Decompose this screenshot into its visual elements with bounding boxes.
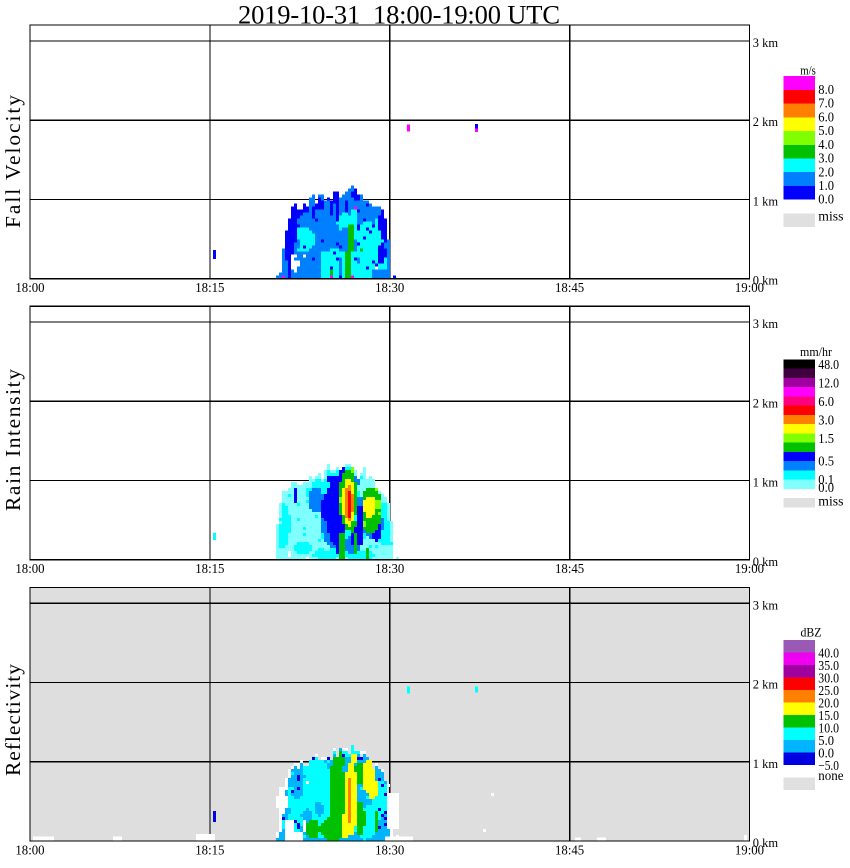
svg-text:18:45: 18:45 bbox=[555, 280, 584, 295]
svg-text:1.0: 1.0 bbox=[818, 178, 834, 193]
svg-text:1 km: 1 km bbox=[753, 756, 778, 771]
svg-text:1.5: 1.5 bbox=[818, 431, 834, 446]
svg-text:6.0: 6.0 bbox=[818, 394, 834, 409]
svg-text:3.0: 3.0 bbox=[818, 151, 834, 166]
svg-text:7.0: 7.0 bbox=[818, 96, 834, 111]
svg-text:2 km: 2 km bbox=[753, 114, 778, 129]
svg-text:12.0: 12.0 bbox=[818, 375, 839, 390]
svg-text:miss: miss bbox=[818, 209, 843, 224]
svg-text:18:00: 18:00 bbox=[15, 561, 44, 576]
svg-text:0 km: 0 km bbox=[753, 554, 778, 569]
svg-text:m/s: m/s bbox=[800, 63, 816, 78]
svg-text:18:15: 18:15 bbox=[195, 842, 224, 857]
svg-text:dBZ: dBZ bbox=[801, 625, 822, 640]
svg-text:18:15: 18:15 bbox=[195, 561, 224, 576]
svg-text:18:15: 18:15 bbox=[195, 280, 224, 295]
svg-text:3 km: 3 km bbox=[753, 316, 778, 331]
svg-text:−5.0: −5.0 bbox=[818, 758, 839, 773]
svg-text:0.1: 0.1 bbox=[818, 472, 834, 487]
svg-text:Reflectivity: Reflectivity bbox=[1, 664, 25, 776]
svg-text:2 km: 2 km bbox=[753, 677, 778, 692]
svg-text:18:45: 18:45 bbox=[555, 842, 584, 857]
svg-text:20.0: 20.0 bbox=[818, 695, 839, 710]
svg-text:6.0: 6.0 bbox=[818, 109, 834, 124]
svg-text:0.5: 0.5 bbox=[818, 454, 834, 469]
svg-text:18:00: 18:00 bbox=[15, 280, 44, 295]
svg-text:none: none bbox=[818, 768, 843, 783]
svg-text:30.0: 30.0 bbox=[818, 670, 839, 685]
svg-text:0 km: 0 km bbox=[753, 273, 778, 288]
svg-text:5.0: 5.0 bbox=[818, 123, 834, 138]
svg-text:Fall Velocity: Fall Velocity bbox=[1, 95, 25, 228]
svg-text:2 km: 2 km bbox=[753, 395, 778, 410]
svg-text:1 km: 1 km bbox=[753, 193, 778, 208]
svg-text:0 km: 0 km bbox=[753, 835, 778, 850]
svg-text:35.0: 35.0 bbox=[818, 658, 839, 673]
svg-text:0.0: 0.0 bbox=[818, 480, 834, 495]
svg-text:3 km: 3 km bbox=[753, 597, 778, 612]
svg-text:mm/hr: mm/hr bbox=[800, 344, 833, 359]
svg-text:0.0: 0.0 bbox=[818, 192, 834, 207]
svg-text:19:00: 19:00 bbox=[735, 280, 764, 295]
svg-text:5.0: 5.0 bbox=[818, 733, 834, 748]
svg-text:19:00: 19:00 bbox=[735, 842, 764, 857]
svg-text:18:30: 18:30 bbox=[375, 280, 404, 295]
svg-text:18:30: 18:30 bbox=[375, 842, 404, 857]
svg-text:10.0: 10.0 bbox=[818, 720, 839, 735]
svg-text:1 km: 1 km bbox=[753, 475, 778, 490]
svg-text:Rain Intensity: Rain Intensity bbox=[1, 369, 25, 511]
svg-text:3 km: 3 km bbox=[753, 35, 778, 50]
svg-text:15.0: 15.0 bbox=[818, 708, 839, 723]
svg-text:40.0: 40.0 bbox=[818, 645, 839, 660]
svg-text:8.0: 8.0 bbox=[818, 82, 834, 97]
svg-text:3.0: 3.0 bbox=[818, 412, 834, 427]
svg-text:18:30: 18:30 bbox=[375, 561, 404, 576]
svg-text:18:45: 18:45 bbox=[555, 561, 584, 576]
svg-text:2.0: 2.0 bbox=[818, 164, 834, 179]
svg-text:25.0: 25.0 bbox=[818, 683, 839, 698]
svg-text:0.0: 0.0 bbox=[818, 745, 834, 760]
svg-text:18:00: 18:00 bbox=[15, 842, 44, 857]
svg-text:48.0: 48.0 bbox=[818, 357, 839, 372]
svg-text:19:00: 19:00 bbox=[735, 561, 764, 576]
svg-text:4.0: 4.0 bbox=[818, 137, 834, 152]
svg-text:miss: miss bbox=[818, 493, 843, 508]
